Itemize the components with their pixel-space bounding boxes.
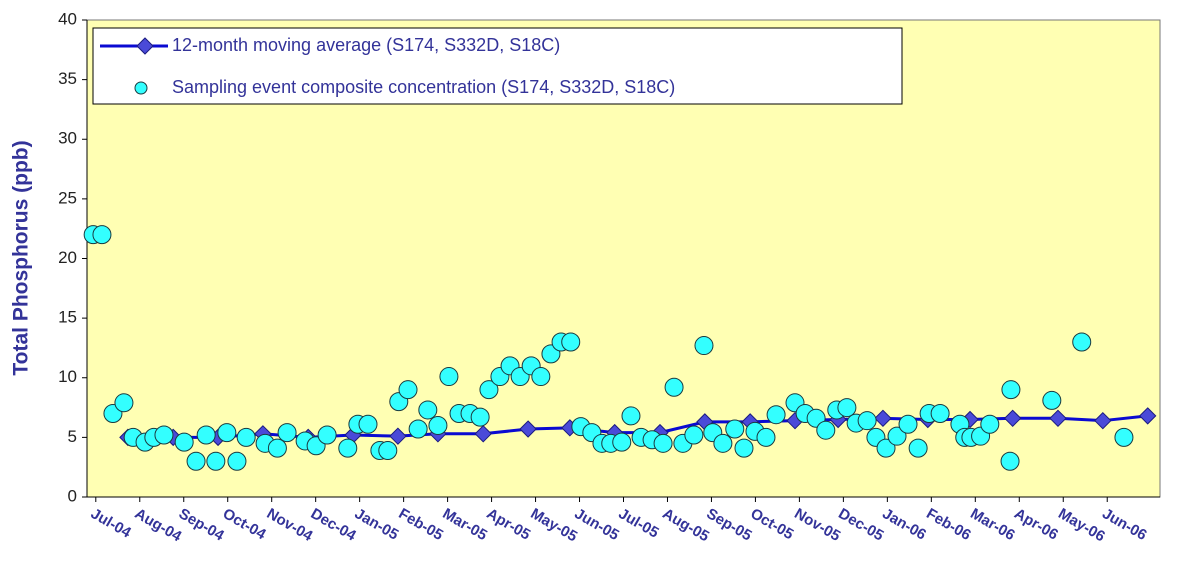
sample-point (1000, 451, 1020, 471)
sample-point (766, 405, 786, 425)
legend-label: Sampling event composite concentration (… (172, 77, 675, 97)
sample-point (725, 419, 745, 439)
sample-point (653, 433, 673, 453)
sample-point (186, 451, 206, 471)
sample-point (930, 404, 950, 424)
sample-point (206, 451, 226, 471)
sample-point (277, 423, 297, 443)
sample-point (816, 420, 836, 440)
x-tick-label: Mar-06 (967, 505, 1017, 544)
sample-point (236, 427, 256, 447)
x-tick-label: May-05 (528, 505, 581, 545)
sample-point (612, 432, 632, 452)
sample-point (756, 427, 776, 447)
y-tick-label: 10 (58, 367, 77, 386)
sample-point (196, 425, 216, 445)
sample-point (398, 380, 418, 400)
sample-point (378, 440, 398, 460)
x-tick-label: Sep-05 (703, 505, 754, 544)
y-tick-label: 35 (58, 69, 77, 88)
sample-point (227, 451, 247, 471)
moving-average-marker (1049, 409, 1067, 428)
sample-point (837, 398, 857, 418)
sample-point (479, 380, 499, 400)
y-axis-label: Total Phosphorus (ppb) (10, 140, 33, 375)
y-tick-label: 5 (68, 427, 77, 446)
y-tick-label: 40 (58, 9, 77, 28)
moving-average-marker (474, 425, 492, 443)
sample-point (439, 367, 459, 387)
x-tick-label: Jun-05 (572, 505, 622, 544)
x-tick-label: Oct-05 (747, 505, 796, 543)
x-tick-label: Jul-04 (88, 505, 135, 542)
legend-label: 12-month moving average (S174, S332D, S1… (172, 35, 560, 55)
moving-average-marker (874, 409, 892, 428)
sample-point (621, 406, 641, 426)
x-tick-label: Jan-05 (352, 505, 402, 543)
x-tick-label: Jan-06 (879, 505, 929, 543)
x-tick-label: Feb-05 (396, 505, 446, 544)
sample-point (114, 393, 134, 413)
sample-point (664, 377, 684, 397)
x-tick-label: Aug-05 (659, 505, 712, 545)
sample-point (1001, 380, 1021, 400)
sample-point (317, 425, 337, 445)
x-tick-label: Jul-05 (616, 505, 662, 541)
sample-point (684, 425, 704, 445)
moving-average-marker (1138, 407, 1157, 425)
x-tick-label: Apr-05 (484, 505, 534, 543)
sample-point (338, 438, 358, 458)
sample-point (470, 407, 490, 427)
sample-point (980, 414, 1000, 434)
x-tick-label: May-06 (1055, 505, 1108, 545)
sample-point (428, 415, 448, 435)
sample-point (1072, 332, 1092, 352)
x-tick-label: Aug-04 (132, 505, 185, 545)
legend-marker (134, 81, 148, 95)
y-tick-label: 15 (58, 308, 77, 327)
x-tick-label: Mar-05 (440, 505, 490, 544)
x-tick-label: Dec-05 (835, 505, 886, 544)
sample-point (92, 225, 112, 245)
legend-marker (136, 37, 154, 55)
moving-average-marker (389, 427, 407, 445)
y-tick-label: 20 (58, 248, 77, 267)
sample-point (561, 332, 581, 352)
x-tick-label: Oct-04 (220, 505, 269, 543)
sample-point (154, 425, 174, 445)
x-tick-label: Jun-06 (1099, 505, 1149, 544)
sample-point (694, 336, 714, 356)
y-tick-label: 25 (58, 188, 77, 207)
x-tick-label: Nov-04 (264, 505, 316, 545)
sample-point (857, 411, 877, 431)
x-tick-label: Apr-06 (1011, 505, 1061, 543)
x-tick-label: Feb-06 (923, 505, 973, 544)
sample-point (713, 433, 733, 453)
sample-point (876, 438, 896, 458)
sample-point (217, 423, 237, 443)
y-tick-label: 30 (58, 129, 77, 148)
moving-average-marker (1094, 411, 1112, 430)
sample-point (1114, 427, 1134, 447)
legend-box (92, 27, 903, 105)
x-tick-label: Nov-05 (791, 505, 843, 545)
x-tick-label: Dec-04 (308, 505, 360, 545)
sample-point (174, 432, 194, 452)
sample-point (408, 419, 428, 439)
x-tick-label: Sep-04 (176, 505, 228, 545)
moving-average-marker (1003, 409, 1022, 428)
sample-point (887, 426, 907, 446)
sample-point (358, 414, 378, 434)
moving-average-marker (519, 420, 537, 438)
y-tick-label: 0 (68, 486, 77, 505)
sample-point (734, 438, 754, 458)
sample-point (531, 367, 551, 387)
sample-point (898, 414, 918, 434)
sample-point (267, 438, 287, 458)
sample-point (418, 400, 438, 420)
sample-point (1042, 390, 1062, 410)
sample-point (908, 438, 928, 458)
